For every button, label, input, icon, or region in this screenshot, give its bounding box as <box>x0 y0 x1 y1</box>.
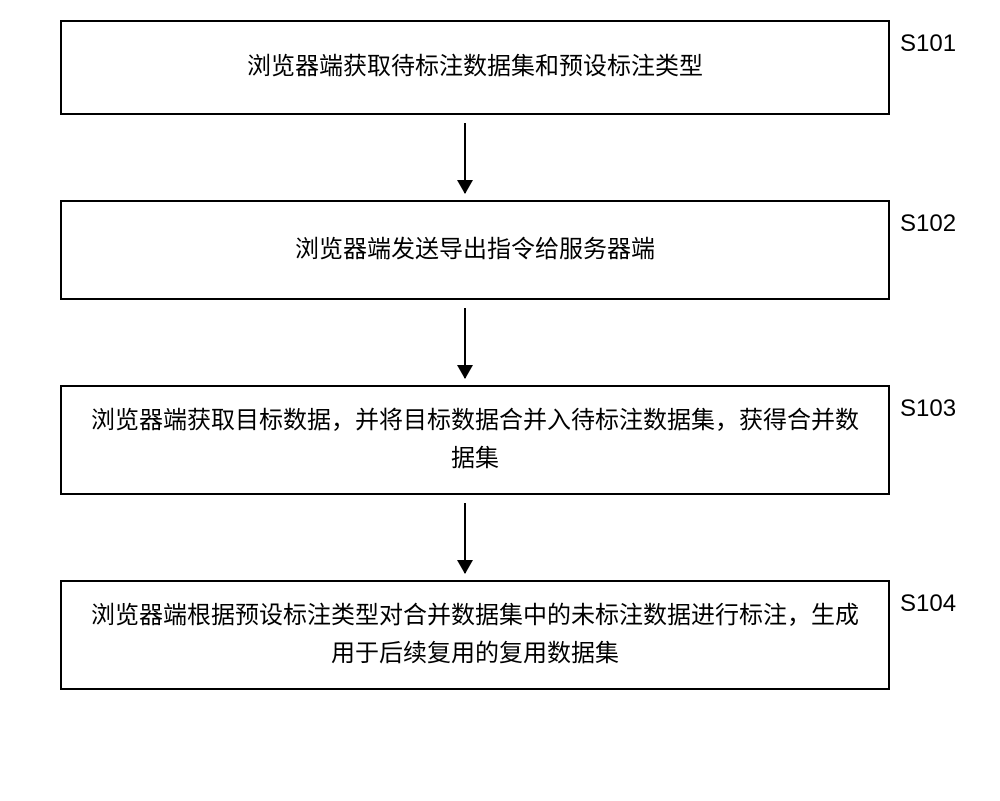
arrow-2-3 <box>40 300 960 385</box>
arrow-icon <box>464 503 466 573</box>
step-label-2: S102 <box>900 210 960 238</box>
step-label-3: S103 <box>900 395 960 423</box>
step-text-2: 浏览器端发送导出指令给服务器端 <box>295 231 655 269</box>
step-row-2: 浏览器端发送导出指令给服务器端 S102 <box>40 200 960 300</box>
arrow-icon <box>464 308 466 378</box>
step-box-4: 浏览器端根据预设标注类型对合并数据集中的未标注数据进行标注，生成用于后续复用的复… <box>60 580 890 690</box>
flowchart-container: 浏览器端获取待标注数据集和预设标注类型 S101 浏览器端发送导出指令给服务器端… <box>40 20 960 690</box>
step-box-3: 浏览器端获取目标数据，并将目标数据合并入待标注数据集，获得合并数据集 <box>60 385 890 495</box>
step-box-2: 浏览器端发送导出指令给服务器端 <box>60 200 890 300</box>
arrow-1-2 <box>40 115 960 200</box>
arrow-3-4 <box>40 495 960 580</box>
arrow-icon <box>464 123 466 193</box>
step-text-4: 浏览器端根据预设标注类型对合并数据集中的未标注数据进行标注，生成用于后续复用的复… <box>82 597 868 674</box>
step-label-1: S101 <box>900 30 960 58</box>
step-row-1: 浏览器端获取待标注数据集和预设标注类型 S101 <box>40 20 960 115</box>
step-row-4: 浏览器端根据预设标注类型对合并数据集中的未标注数据进行标注，生成用于后续复用的复… <box>40 580 960 690</box>
step-box-1: 浏览器端获取待标注数据集和预设标注类型 <box>60 20 890 115</box>
step-row-3: 浏览器端获取目标数据，并将目标数据合并入待标注数据集，获得合并数据集 S103 <box>40 385 960 495</box>
step-label-4: S104 <box>900 590 960 618</box>
step-text-3: 浏览器端获取目标数据，并将目标数据合并入待标注数据集，获得合并数据集 <box>82 402 868 479</box>
step-text-1: 浏览器端获取待标注数据集和预设标注类型 <box>247 48 703 86</box>
